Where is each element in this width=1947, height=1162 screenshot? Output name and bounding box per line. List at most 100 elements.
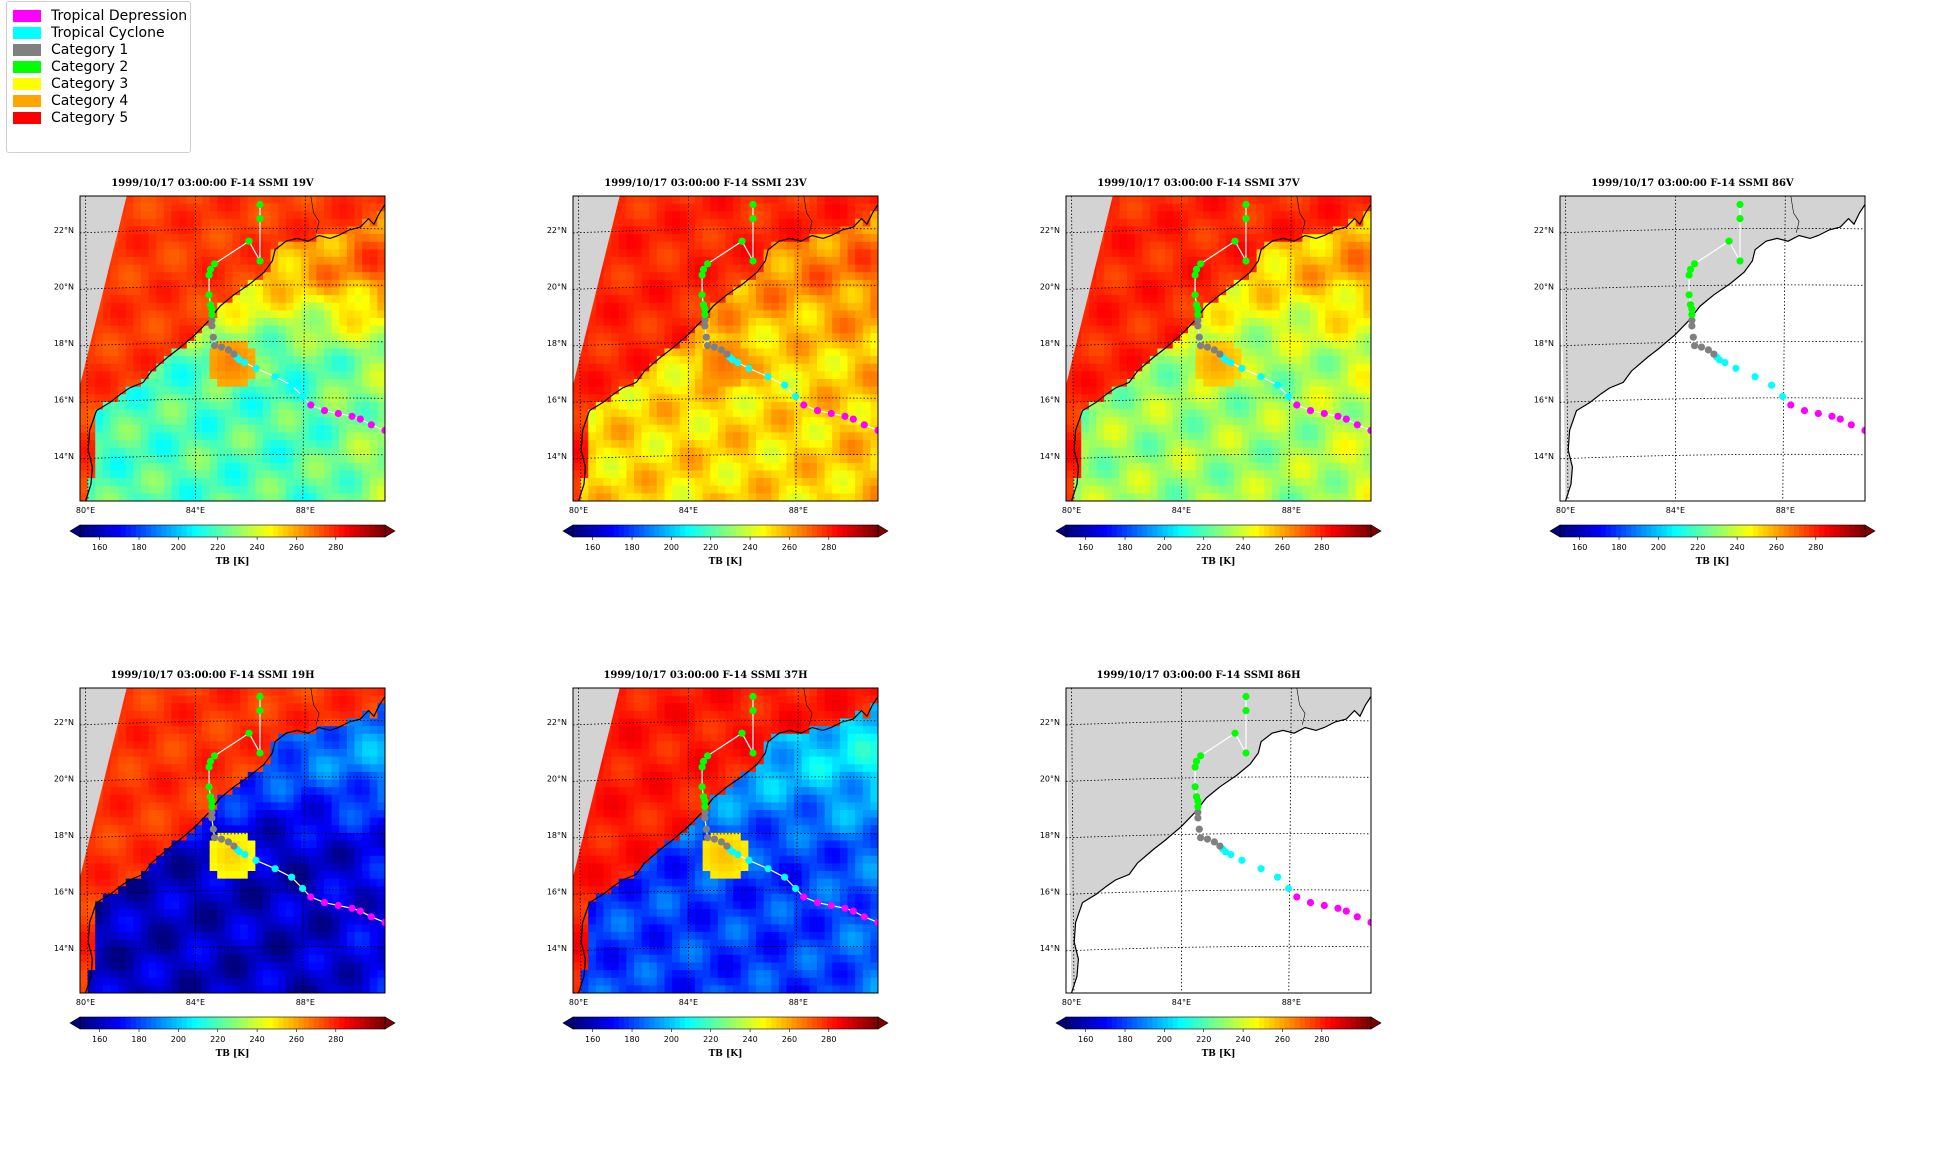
lon-tick-label: 88°E [296, 506, 315, 515]
track-point [792, 884, 800, 893]
colorbar-tick-label: 160 [585, 1035, 600, 1044]
colorbar-tick-label: 180 [624, 1035, 639, 1044]
colorbar-max-extend [1370, 1016, 1382, 1030]
track-point [206, 757, 215, 765]
track-point [1688, 311, 1696, 319]
parallel-gridline [80, 832, 385, 839]
track-point [717, 346, 725, 354]
map-area: 22°N 20°N 18°N 16°N 14°N 80°E 84°E 88°E [54, 195, 386, 515]
track-point [211, 260, 219, 268]
track-point [1195, 825, 1203, 833]
colorbar-tick-label: 260 [289, 1035, 304, 1044]
map-frame [79, 687, 386, 994]
track-point [1685, 291, 1693, 299]
colorbar-tick-label: 240 [1235, 543, 1250, 552]
track-point [256, 707, 264, 715]
track-point [1191, 763, 1199, 771]
track-point [860, 913, 868, 921]
track-point [849, 907, 857, 915]
colorbar-tick-label: 200 [1157, 543, 1172, 552]
colorbar-tick-label: 200 [664, 1035, 679, 1044]
colorbar: 160 180 200 220 240 260 280 TB [K] [69, 1016, 396, 1059]
colorbar: 160 180 200 220 240 260 280 TB [K] [562, 1016, 889, 1059]
track-point [1367, 426, 1371, 434]
colorbar-min-extend [69, 1016, 81, 1030]
track-point [356, 907, 364, 915]
lat-tick-label: 18°N [1040, 831, 1060, 840]
colorbar-tick-label: 160 [1078, 543, 1093, 552]
track-point [813, 899, 822, 907]
track-point [849, 415, 857, 423]
track-point [699, 301, 708, 309]
track-point [1242, 257, 1250, 265]
map-figure: 22°N 20°N 18°N 16°N 14°N 80°E 84°E 88°E 160 180 20… [1040, 195, 1382, 567]
track-point [1689, 333, 1697, 341]
border-line [1790, 196, 1800, 233]
lat-tick-label: 22°N [1040, 226, 1060, 235]
map-frame [1559, 195, 1866, 502]
track-point [702, 333, 710, 341]
parallel-gridline [80, 889, 385, 895]
coastline [1070, 204, 1371, 501]
lat-tick-label: 18°N [547, 339, 567, 348]
colorbar-label: TB [K] [709, 1049, 743, 1059]
track-point [800, 893, 808, 901]
lat-tick-label: 22°N [54, 718, 74, 727]
track-point [1367, 918, 1371, 926]
colorbar-max-extend [384, 524, 396, 538]
colorbar-tick-label: 180 [1117, 1035, 1132, 1044]
track-point [381, 918, 385, 926]
colorbar-max-extend [384, 1016, 396, 1030]
border-line [1296, 688, 1306, 725]
lon-tick-label: 80°E [76, 998, 95, 1007]
lon-tick-label: 84°E [679, 506, 698, 515]
parallel-gridline [1066, 832, 1371, 839]
track-point [1227, 359, 1235, 367]
track-point [1285, 392, 1293, 401]
parallel-gridline [1066, 719, 1371, 726]
colorbar-tick-label: 280 [1314, 1035, 1329, 1044]
lat-tick-label: 16°N [547, 395, 567, 404]
colorbar-tick-label: 260 [1275, 1035, 1290, 1044]
colorbar-tick-label: 280 [328, 1035, 343, 1044]
track-point [1242, 692, 1250, 701]
brightness-temperature-field [573, 688, 878, 993]
track-point [1306, 899, 1315, 907]
track-point [356, 415, 364, 423]
track-point [307, 401, 315, 409]
track-point [813, 407, 822, 415]
colorbar-max-extend [1370, 524, 1382, 538]
brightness-temperature-field [573, 196, 878, 501]
colorbar-min-extend [1055, 1016, 1067, 1030]
colorbar-label: TB [K] [216, 557, 250, 567]
legend-label: Category 3 [51, 76, 129, 92]
parallel-gridline [1066, 340, 1371, 347]
lon-tick-label: 84°E [1172, 506, 1191, 515]
lon-tick-label: 80°E [76, 506, 95, 515]
colorbar-tick-label: 200 [171, 543, 186, 552]
colorbar-tick-label: 180 [131, 1035, 146, 1044]
track-point [1691, 342, 1699, 350]
track-point [288, 873, 296, 881]
legend-label: Category 2 [51, 59, 129, 75]
lon-tick-label: 88°E [1776, 506, 1795, 515]
colorbar-tick-label: 160 [92, 1035, 107, 1044]
track-point [256, 257, 264, 265]
track-point [208, 808, 216, 816]
legend-swatch [13, 44, 41, 56]
lat-tick-label: 16°N [1040, 395, 1060, 404]
track-point [1192, 301, 1201, 309]
track-point [702, 825, 710, 833]
lat-tick-label: 20°N [547, 282, 567, 291]
track-point [1800, 407, 1809, 415]
coastline [84, 204, 385, 501]
track-point [723, 350, 731, 358]
lat-tick-label: 18°N [547, 831, 567, 840]
lon-tick-label: 84°E [679, 998, 698, 1007]
coastline [1070, 696, 1371, 993]
track-point [1257, 865, 1265, 873]
track-point [749, 200, 757, 209]
legend-item: Category 2 [13, 58, 128, 76]
track-point [1342, 907, 1350, 915]
map-figure: 22°N 20°N 18°N 16°N 14°N 80°E 84°E 88°E 160 180 20… [1534, 195, 1876, 567]
